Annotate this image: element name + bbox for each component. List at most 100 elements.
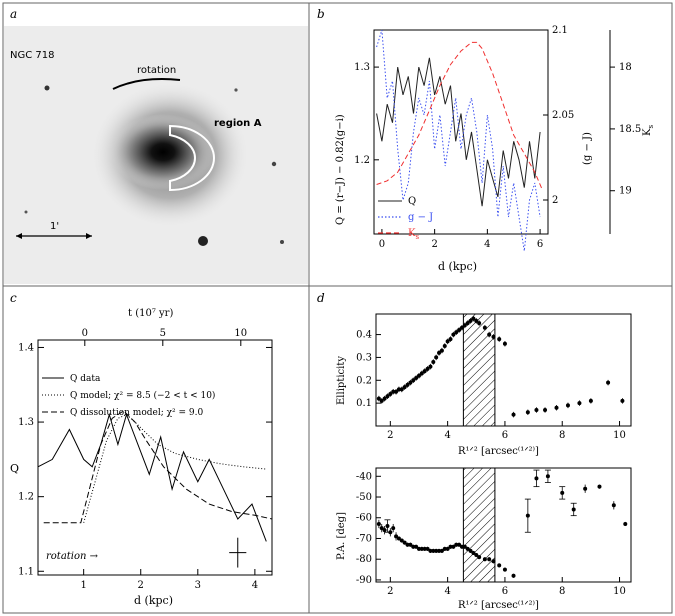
- d-ytick-label-top: 0.3: [356, 352, 372, 363]
- b-ytick-mid-label: 2.1: [552, 25, 568, 36]
- panel-b-series: [376, 29, 544, 252]
- d-point-bottom: [474, 553, 479, 558]
- d-point-top: [394, 389, 399, 394]
- d-hatch-region-bottom: [462, 467, 496, 583]
- d-point-top: [437, 350, 442, 355]
- d-point-bottom: [611, 503, 616, 508]
- panel-c-ticks: 1 2 3 4 1.1 1.2 1.3 1.4 0 5 10: [18, 328, 272, 591]
- d-point-top: [511, 412, 516, 417]
- panel-d-bottom-plot-frame: [375, 467, 632, 583]
- d-point-top: [414, 376, 419, 380]
- panel-d-top-ylabel: Ellipticity: [336, 356, 347, 405]
- d-point-top: [388, 392, 393, 396]
- panel-c-plot-frame: [37, 339, 273, 576]
- panel-b: b 0 2 4 6 1.2 1.3 2 2.05 2.1 18 18.5 19 d (kpc) Q =…: [317, 7, 655, 273]
- d-point-bottom: [448, 544, 453, 549]
- d-point-bottom: [497, 563, 502, 568]
- d-point-top: [442, 344, 447, 348]
- b-ytick-right-label: 18: [619, 62, 632, 73]
- legend-label-ks: Ks: [408, 228, 419, 241]
- d-point-top: [416, 373, 421, 378]
- d-point-top: [577, 401, 582, 406]
- c-top-tick-label: 5: [160, 328, 166, 339]
- d-ytick-label-bottom: -70: [356, 533, 372, 544]
- d-point-bottom: [394, 534, 399, 539]
- d-hatch-region-top: [462, 313, 496, 427]
- foreground-star: [280, 240, 284, 244]
- d-point-top: [439, 348, 444, 353]
- d-point-top: [459, 325, 464, 330]
- d-point-bottom: [491, 559, 496, 564]
- d-point-bottom: [511, 573, 516, 578]
- panel-c-ylabel: Q: [10, 462, 19, 475]
- rotation-label: rotation: [137, 65, 176, 76]
- d-ytick-label-bottom: -40: [356, 471, 372, 482]
- d-point-bottom: [391, 526, 396, 531]
- galaxy-core: [111, 114, 215, 190]
- d-ytick-label-bottom: -60: [356, 513, 372, 524]
- d-point-bottom: [482, 557, 487, 562]
- d-point-bottom: [411, 544, 416, 549]
- d-point-bottom: [434, 548, 439, 553]
- panel-b-ylabel-left: Q = (r−J) − 0.82(g−i): [335, 114, 346, 225]
- b-ytick-mid-label: 2: [552, 195, 558, 206]
- c-top-tick-label: 0: [82, 328, 88, 339]
- d-point-bottom: [408, 542, 413, 547]
- panel-c-letter: c: [10, 291, 17, 305]
- d-point-top: [379, 398, 384, 403]
- d-point-top: [468, 318, 473, 323]
- foreground-star: [198, 236, 208, 246]
- c-top-tick-label: 10: [234, 328, 247, 339]
- d-xtick-label-bottom: 10: [613, 586, 626, 597]
- d-point-top: [425, 366, 430, 371]
- panel-d-letter: d: [317, 291, 325, 305]
- d-point-top: [445, 339, 450, 344]
- d-xtick-label-bottom: 8: [559, 586, 565, 597]
- d-point-top: [431, 360, 436, 364]
- d-point-top: [606, 380, 611, 385]
- d-point-bottom: [439, 548, 444, 553]
- d-point-top: [448, 337, 453, 342]
- d-point-bottom: [451, 544, 456, 549]
- panel-c: c 1 2 3 4 1.1 1.2 1.3 1.4 0 5 10 t (10⁷ yr) d (kpc…: [10, 291, 273, 607]
- c-ytick-label: 1.1: [18, 566, 34, 577]
- d-ytick-label-bottom: -50: [356, 492, 372, 503]
- panel-b-legend: Q g − J Ks: [378, 196, 433, 241]
- d-point-bottom: [422, 546, 427, 551]
- foreground-star: [44, 85, 50, 91]
- d-point-bottom: [545, 474, 550, 479]
- c-ytick-label: 1.2: [18, 492, 34, 503]
- d-point-bottom: [376, 521, 381, 526]
- legend-label-q-dissolution: Q dissolution model; χ² = 9.0: [70, 408, 204, 418]
- d-point-top: [534, 408, 539, 412]
- foreground-star: [24, 210, 28, 214]
- b-ytick-right-label: 19: [619, 186, 632, 197]
- d-point-bottom: [571, 507, 576, 512]
- foreground-star: [234, 88, 238, 92]
- d-point-top: [376, 396, 381, 401]
- d-point-top: [482, 325, 487, 330]
- d-point-bottom: [487, 557, 492, 562]
- d-point-bottom: [402, 540, 407, 545]
- d-xtick-label-top: 10: [613, 430, 626, 441]
- panel-d-top-xlabel: R¹ᐟ² [arcsec⁽¹ᐟ²⁾]: [458, 446, 539, 457]
- c-ytick-label: 1.4: [18, 342, 34, 353]
- foreground-star: [271, 161, 277, 167]
- d-point-top: [525, 410, 530, 415]
- d-point-top: [565, 403, 570, 408]
- d-point-top: [554, 405, 559, 410]
- region-label: region A: [214, 118, 262, 129]
- d-point-bottom: [468, 548, 473, 553]
- d-point-bottom: [471, 550, 476, 555]
- d-point-top: [405, 382, 410, 387]
- d-ytick-label-top: 0.1: [356, 398, 372, 409]
- d-point-bottom: [396, 536, 401, 541]
- galaxy-label: NGC 718: [10, 50, 54, 61]
- d-point-bottom: [379, 526, 384, 531]
- c-series-line-q-data: [37, 412, 267, 542]
- d-point-bottom: [442, 546, 447, 551]
- d-point-top: [543, 408, 548, 412]
- panel-a: a NGC 718 rotation region A 1': [4, 7, 308, 284]
- d-point-bottom: [502, 567, 507, 572]
